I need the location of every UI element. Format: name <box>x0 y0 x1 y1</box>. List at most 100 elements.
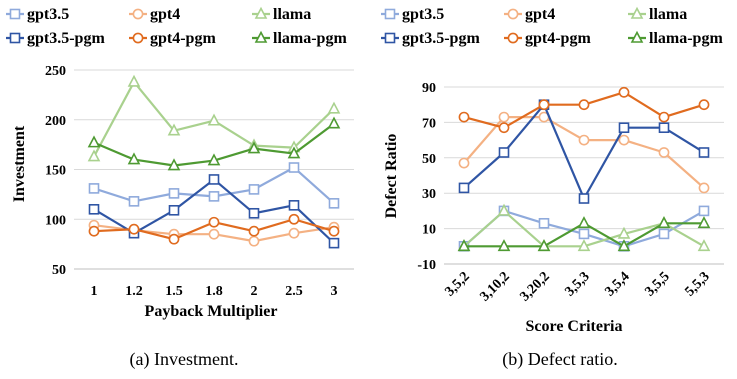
defect-ratio-legend-marker <box>507 32 519 44</box>
defect-ratio-point-llama-pgm <box>457 239 471 252</box>
defect-ratio-legend-label: gpt3.5 <box>402 6 444 23</box>
investment-point-llama <box>327 101 341 114</box>
defect-ratio-y-tick-label: 70 <box>422 116 436 131</box>
investment-x-tick-label: 1.5 <box>165 284 183 299</box>
defect-ratio-x-tick-label: 3,20,2 <box>517 269 552 304</box>
defect-ratio-legend-marker <box>630 6 644 19</box>
investment-legend-marker <box>254 6 268 19</box>
investment-legend-label: gpt3.5 <box>27 6 69 23</box>
investment-legend-label: gpt4 <box>150 6 180 23</box>
investment-legend-label: llama <box>273 6 311 23</box>
investment-legend-marker <box>132 32 144 44</box>
investment-point-gpt4-pgm <box>128 223 140 235</box>
defect-ratio-y-tick-label: 30 <box>422 187 436 202</box>
investment-point-llama-pgm <box>247 141 261 154</box>
investment-chart: gpt3.5 gpt4 llama gpt3.5-pgm gpt4-pgm llama-p… <box>6 6 354 370</box>
defect-ratio-point-gpt4-pgm <box>498 122 510 134</box>
defect-ratio-point-gpt4-pgm <box>578 99 590 111</box>
defect-ratio-y-axis-label: Defect Ratio <box>383 134 400 219</box>
investment-y-tick-label: 150 <box>45 164 66 179</box>
defect-ratio-legend-label: llama-pgm <box>649 30 723 47</box>
defect-ratio-legend-item-gpt3.5-pgm: gpt3.5-pgm <box>381 30 480 47</box>
investment-legend-marker <box>9 32 21 44</box>
investment-x-axis-label: Payback Multiplier <box>145 303 278 320</box>
investment-legend-marker <box>132 8 144 20</box>
defect-ratio-point-gpt3.5-pgm <box>658 122 670 134</box>
defect-ratio-series-gpt4-pgm <box>458 86 710 134</box>
defect-ratio-x-ticks: 3,5,2 3,10,2 3,20,2 3,5,3 3,5,4 3,5,5 5,5,3 <box>442 269 712 304</box>
investment-point-gpt3.5-pgm <box>168 204 180 216</box>
investment-point-gpt3.5-pgm <box>248 207 260 219</box>
investment-y-tick-label: 250 <box>45 64 66 79</box>
investment-x-tick-label: 2 <box>251 284 258 299</box>
defect-ratio-caption: (b) Defect ratio. <box>502 349 617 370</box>
investment-series-llama-pgm <box>87 116 341 171</box>
defect-ratio-point-llama <box>697 239 711 252</box>
defect-ratio-point-llama <box>577 239 591 252</box>
investment-point-llama <box>87 149 101 162</box>
investment-point-llama <box>167 123 181 136</box>
defect-ratio-legend-marker <box>630 30 644 43</box>
investment-point-gpt3.5-pgm <box>208 174 220 185</box>
investment-point-gpt3.5-pgm <box>328 237 340 249</box>
defect-ratio-legend-marker <box>507 8 519 20</box>
defect-ratio-legend-label: llama <box>649 6 687 23</box>
defect-ratio-point-gpt4 <box>698 182 710 194</box>
investment-point-gpt4-pgm <box>168 233 180 245</box>
investment-y-tick-label: 50 <box>52 263 66 278</box>
defect-ratio-point-llama <box>497 203 511 216</box>
investment-point-gpt4-pgm <box>208 216 220 228</box>
investment-legend-item-gpt4-pgm: gpt4-pgm <box>129 30 216 47</box>
defect-ratio-legend: gpt3.5 gpt4 llama gpt3.5-pgm gpt4-pgm llama-p… <box>381 6 723 47</box>
investment-point-llama <box>207 113 221 126</box>
defect-ratio-x-tick-label: 3,10,2 <box>477 269 512 304</box>
investment-series-gpt4-pgm <box>88 213 340 245</box>
defect-ratio-point-gpt4-pgm <box>698 99 710 111</box>
investment-legend-item-gpt3.5-pgm: gpt3.5-pgm <box>6 30 105 47</box>
investment-legend-label: gpt3.5-pgm <box>27 30 105 47</box>
investment-point-gpt4-pgm <box>248 225 260 237</box>
investment-caption: (a) Investment. <box>130 349 239 370</box>
defect-ratio-x-tick-label: 3,5,3 <box>562 269 592 299</box>
defect-ratio-y-tick-label: 50 <box>422 152 436 167</box>
defect-ratio-legend-item-llama-pgm: llama-pgm <box>628 30 723 47</box>
defect-ratio-point-gpt4 <box>578 134 590 146</box>
defect-ratio-point-gpt4 <box>498 111 510 123</box>
defect-ratio-x-tick-label: 5,5,3 <box>682 269 712 299</box>
investment-point-gpt4 <box>248 235 260 247</box>
investment-y-ticks: 50 100 150 200 250 <box>45 64 66 278</box>
defect-ratio-point-gpt3.5 <box>658 228 670 240</box>
defect-ratio-x-axis-label: Score Criteria <box>526 318 623 335</box>
defect-ratio-point-gpt4 <box>458 157 470 169</box>
investment-point-gpt3.5 <box>328 198 340 209</box>
investment-legend: gpt3.5 gpt4 llama gpt3.5-pgm gpt4-pgm llama-p… <box>6 6 347 47</box>
investment-point-gpt4 <box>208 228 220 240</box>
investment-legend-item-gpt4: gpt4 <box>129 6 180 23</box>
investment-point-llama-pgm <box>167 158 181 171</box>
defect-ratio-point-gpt4-pgm <box>458 111 470 123</box>
defect-ratio-point-gpt4-pgm <box>658 111 670 123</box>
defect-ratio-point-gpt3.5-pgm <box>578 193 590 204</box>
defect-ratio-y-ticks: -10 10 30 50 70 90 <box>417 81 436 273</box>
investment-x-ticks: 1 1.2 1.5 1.8 2 2.5 3 <box>91 284 338 299</box>
investment-x-tick-label: 1 <box>91 284 98 299</box>
defect-ratio-legend-label: gpt4 <box>525 6 555 23</box>
defect-ratio-series-gpt4 <box>458 111 710 194</box>
investment-y-tick-label: 200 <box>45 114 66 129</box>
investment-x-tick-label: 3 <box>331 284 338 299</box>
investment-point-gpt4-pgm <box>328 225 340 237</box>
defect-ratio-point-llama-pgm <box>577 216 591 229</box>
investment-point-gpt4-pgm <box>288 213 300 225</box>
defect-ratio-point-gpt3.5-pgm <box>698 147 710 158</box>
defect-ratio-point-llama <box>617 226 631 239</box>
investment-legend-item-llama: llama <box>252 6 311 23</box>
investment-x-tick-label: 2.5 <box>285 284 303 299</box>
defect-ratio-series <box>457 86 711 252</box>
defect-ratio-point-gpt3.5 <box>698 205 710 217</box>
defect-ratio-legend-item-gpt4-pgm: gpt4-pgm <box>504 30 591 47</box>
investment-point-llama-pgm <box>327 116 341 129</box>
investment-x-tick-label: 1.2 <box>125 284 143 299</box>
defect-ratio-legend-item-gpt3.5: gpt3.5 <box>381 6 444 23</box>
defect-ratio-point-gpt3.5 <box>578 228 590 240</box>
